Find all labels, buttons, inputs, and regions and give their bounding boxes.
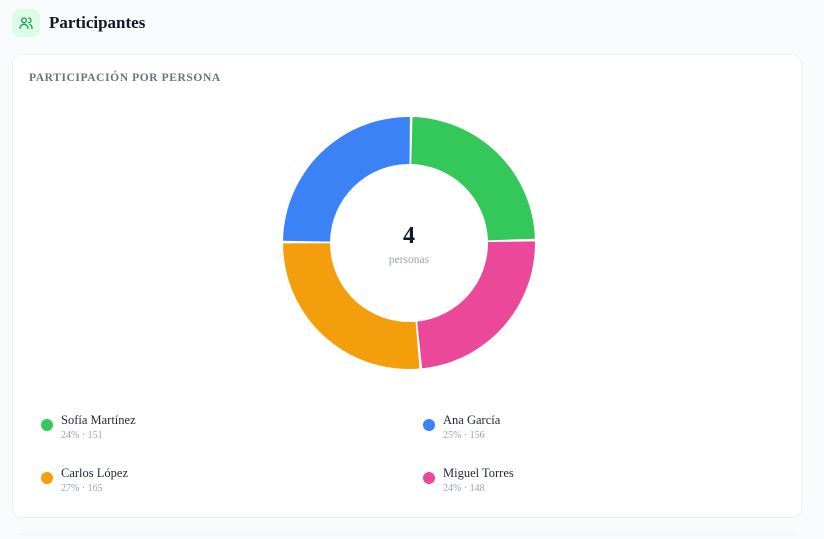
next-card-edge [20,534,794,539]
participation-card: PARTICIPACIÓN POR PERSONA 4 personas Sof… [12,54,802,518]
donut-slice[interactable] [411,117,535,241]
legend-dot [41,472,53,484]
legend-stats: 27% · 165 [61,483,103,494]
legend-dot [41,419,53,431]
legend-item[interactable]: Miguel Torres 24% · 148 [423,465,514,496]
legend-stats: 25% · 156 [443,430,485,441]
section-title: Participantes [49,13,146,32]
legend-item[interactable]: Carlos López 27% · 165 [41,465,128,496]
card-title: PARTICIPACIÓN POR PERSONA [29,72,221,84]
donut-chart: 4 personas [283,117,535,369]
legend-text: Miguel Torres 24% · 148 [443,465,514,496]
legend-name: Miguel Torres [443,466,514,480]
donut-slice[interactable] [283,117,410,242]
center-count: 4 [403,223,415,249]
legend-text: Sofía Martínez 24% · 151 [61,412,136,443]
legend-item[interactable]: Ana García 25% · 156 [423,412,500,443]
users-icon [12,9,40,37]
legend-dot [423,472,435,484]
legend-stats: 24% · 148 [443,483,485,494]
legend-name: Carlos López [61,466,128,480]
legend-name: Ana García [443,413,501,427]
legend-name: Sofía Martínez [61,413,136,427]
donut-slice[interactable] [417,241,535,369]
legend-text: Carlos López 27% · 165 [61,465,128,496]
section-header: Participantes [12,9,145,37]
legend-dot [423,419,435,431]
legend-item[interactable]: Sofía Martínez 24% · 151 [41,412,136,443]
legend-stats: 24% · 151 [61,430,103,441]
donut-slice[interactable] [283,243,420,369]
center-label: personas [389,254,430,266]
legend-text: Ana García 25% · 156 [443,412,500,443]
